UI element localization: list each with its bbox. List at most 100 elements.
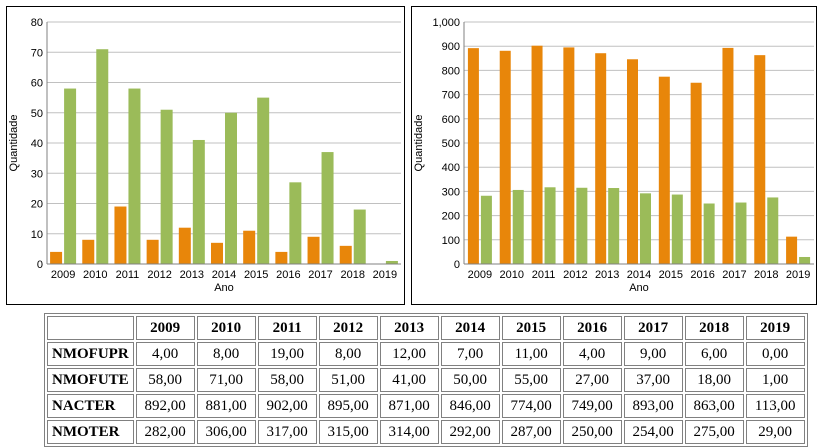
table-cell: 9,00 [623, 342, 683, 366]
right-x-tick-label: 2011 [532, 269, 556, 281]
right-y-tick-label: 800 [442, 65, 460, 77]
left-bar-nmofupr [146, 239, 159, 264]
left-x-tick-label: 2015 [244, 269, 268, 281]
table-cell: 254,00 [623, 420, 683, 444]
left-bar-nmofupr [50, 251, 63, 264]
table-cell: 275,00 [684, 420, 744, 444]
table-corner-cell [47, 316, 134, 340]
table-cell: 8,00 [318, 342, 378, 366]
table-year-header: 2014 [440, 316, 500, 340]
left-bar-nmofute [128, 88, 141, 264]
left-y-tick-label: 60 [31, 78, 43, 90]
left-x-tick-label: 2009 [51, 269, 75, 281]
table-cell: 19,00 [257, 342, 317, 366]
right-bar-nmoter [799, 256, 811, 264]
left-bar-nmofute [64, 88, 77, 264]
table-cell: 55,00 [501, 368, 561, 392]
table-year-header: 2018 [684, 316, 744, 340]
left-bar-nmofupr [211, 242, 223, 264]
right-x-tick-label: 2019 [786, 269, 810, 281]
right-x-tick-label: 2016 [690, 269, 714, 281]
left-bar-nmofute [321, 152, 334, 264]
left-bar-nmofupr [307, 236, 320, 264]
table-cell: 0,00 [745, 342, 805, 366]
left-x-tick-label: 2018 [340, 269, 364, 281]
right-bar-nacter [467, 48, 479, 264]
right-x-tick-label: 2017 [722, 269, 746, 281]
right-bar-nacter [531, 45, 543, 264]
right-bar-nmoter [576, 187, 588, 264]
table-year-header: 2017 [623, 316, 683, 340]
table-cell: 292,00 [440, 420, 500, 444]
table-row-label: NACTER [47, 394, 134, 418]
table-cell: 6,00 [684, 342, 744, 366]
table-cell: 749,00 [562, 394, 622, 418]
right-bar-nacter [722, 47, 734, 265]
left-y-tick-label: 70 [31, 47, 43, 59]
right-bar-nacter [563, 47, 575, 264]
right-bar-nacter [690, 82, 702, 264]
right-bar-nacter [499, 50, 511, 264]
right-bar-nmoter [512, 189, 524, 264]
right-y-tick-label: 100 [442, 235, 460, 247]
data-table: 2009 2010 2011 2012 2013 2014 2015 2016 2017 2018… [44, 313, 808, 447]
table-cell: 1,00 [745, 368, 805, 392]
left-bar-nmofupr [82, 239, 95, 264]
left-bar-nmofute [289, 182, 302, 264]
left-bar-nmofupr [114, 206, 127, 264]
table-cell: 8,00 [196, 342, 256, 366]
left-bar-nmofute [160, 109, 173, 264]
left-bar-nmofute [385, 260, 398, 264]
table-cell: 58,00 [135, 368, 195, 392]
right-y-tick-label: 1,000 [432, 17, 460, 29]
right-bar-nmoter [608, 188, 620, 264]
left-y-axis-title: Quantidade [8, 115, 20, 172]
left-x-tick-label: 2019 [373, 269, 397, 281]
table-cell: 27,00 [562, 368, 622, 392]
left-y-tick-label: 0 [37, 259, 43, 271]
table-year-header: 2015 [501, 316, 561, 340]
left-x-tick-label: 2010 [83, 269, 107, 281]
left-bar-nmofupr [275, 251, 288, 264]
table-cell: 50,00 [440, 368, 500, 392]
table-cell: 18,00 [684, 368, 744, 392]
table-cell: 29,00 [745, 420, 805, 444]
left-x-tick-label: 2016 [276, 269, 300, 281]
right-bar-nacter [658, 76, 670, 264]
table-cell: 7,00 [440, 342, 500, 366]
right-x-axis-title: Ano [629, 282, 649, 294]
table-cell: 317,00 [257, 420, 317, 444]
table-cell: 881,00 [196, 394, 256, 418]
table-row: NMOTER 282,00 306,00 317,00 315,00 314,00 292,… [47, 420, 805, 444]
right-y-tick-label: 600 [442, 114, 460, 126]
right-x-tick-label: 2018 [754, 269, 778, 281]
table-row-label: NMOTER [47, 420, 134, 444]
right-bar-chart: 0 100 200 300 400 500 600 700 800 900 1,000 2009 201… [413, 17, 814, 294]
table-cell: 287,00 [501, 420, 561, 444]
table-cell: 306,00 [196, 420, 256, 444]
right-y-tick-label: 0 [454, 259, 460, 271]
table-year-header: 2010 [196, 316, 256, 340]
left-x-tick-label: 2017 [308, 269, 332, 281]
right-bar-nacter [754, 55, 766, 265]
left-y-tick-label: 10 [31, 229, 43, 241]
right-x-tick-label: 2012 [563, 269, 587, 281]
left-x-axis-title: Ano [214, 282, 234, 294]
left-bar-nmofupr [243, 230, 256, 264]
right-bar-nmoter [640, 193, 651, 264]
table-row-label: NMOFUTE [47, 368, 134, 392]
table-cell: 11,00 [501, 342, 561, 366]
left-x-tick-label: 2011 [116, 269, 140, 281]
left-bar-nmofute [96, 49, 109, 264]
table-cell: 41,00 [379, 368, 439, 392]
left-bar-nmofute [225, 112, 237, 264]
left-bar-nmofute [257, 97, 270, 264]
left-bar-chart: 0 10 20 30 40 50 60 70 80 2009 2010 2011 2012 2013 201… [8, 17, 401, 294]
right-y-tick-label: 200 [442, 211, 460, 223]
table-row: NMOFUTE 58,00 71,00 58,00 51,00 41,00 50,00 55,… [47, 368, 805, 392]
table-cell: 846,00 [440, 394, 500, 418]
table-cell: 250,00 [562, 420, 622, 444]
table-year-header: 2019 [745, 316, 805, 340]
table-cell: 4,00 [562, 342, 622, 366]
table-header-row: 2009 2010 2011 2012 2013 2014 2015 2016 2017 2018… [47, 316, 805, 340]
